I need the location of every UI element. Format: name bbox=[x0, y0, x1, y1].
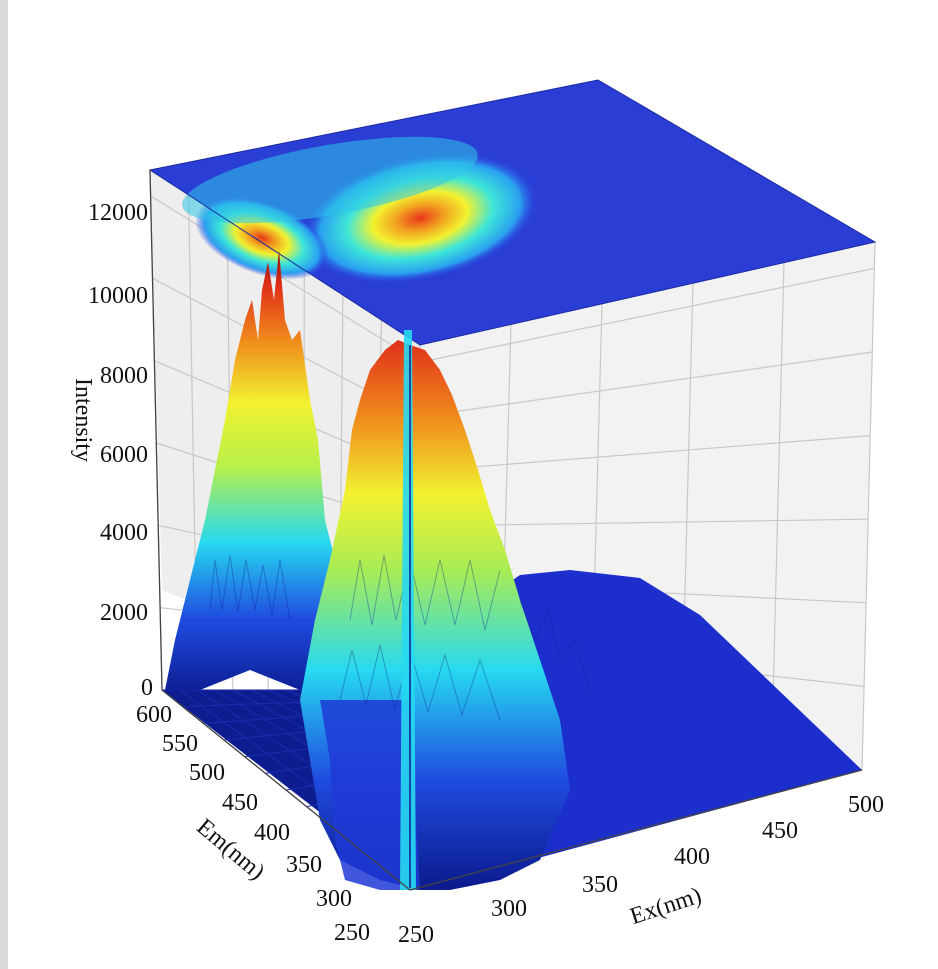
intensity-surface bbox=[165, 250, 591, 890]
x-tick-label: 450 bbox=[762, 818, 798, 844]
y-tick-label: 350 bbox=[286, 852, 322, 878]
window-edge bbox=[0, 0, 8, 969]
z-tick-label: 4000 bbox=[100, 520, 148, 546]
z-axis-label: Intensity bbox=[70, 378, 96, 462]
y-tick-label: 450 bbox=[222, 790, 258, 816]
x-tick-label: 300 bbox=[491, 896, 527, 922]
x-tick-label: 250 bbox=[398, 922, 434, 948]
x-tick-label: 400 bbox=[674, 844, 710, 870]
z-tick-label: 12000 bbox=[88, 200, 148, 226]
y-tick-label: 500 bbox=[189, 760, 225, 786]
z-tick-label: 6000 bbox=[100, 442, 148, 468]
y-tick-label: 400 bbox=[254, 820, 290, 846]
x-axis-label: Ex(nm) bbox=[627, 883, 705, 930]
x-axis-ticks: 250 300 350 400 450 500 bbox=[398, 792, 884, 948]
y-tick-label: 250 bbox=[334, 920, 370, 946]
y-tick-label: 300 bbox=[316, 886, 352, 912]
x-tick-label: 350 bbox=[582, 872, 618, 898]
z-tick-label: 10000 bbox=[88, 283, 148, 309]
top-contour-projection bbox=[148, 79, 877, 346]
y-tick-label: 600 bbox=[136, 702, 172, 728]
z-tick-label: 8000 bbox=[100, 363, 148, 389]
x-tick-label: 500 bbox=[848, 792, 884, 818]
z-axis-ticks: 0 2000 4000 6000 8000 10000 12000 bbox=[88, 200, 153, 701]
y-tick-label: 550 bbox=[162, 731, 198, 757]
z-tick-label: 2000 bbox=[100, 600, 148, 626]
z-tick-label: 0 bbox=[141, 675, 153, 701]
axis-frame bbox=[149, 169, 863, 891]
y-axis-ticks: 250 300 350 400 450 500 550 600 bbox=[136, 702, 370, 946]
